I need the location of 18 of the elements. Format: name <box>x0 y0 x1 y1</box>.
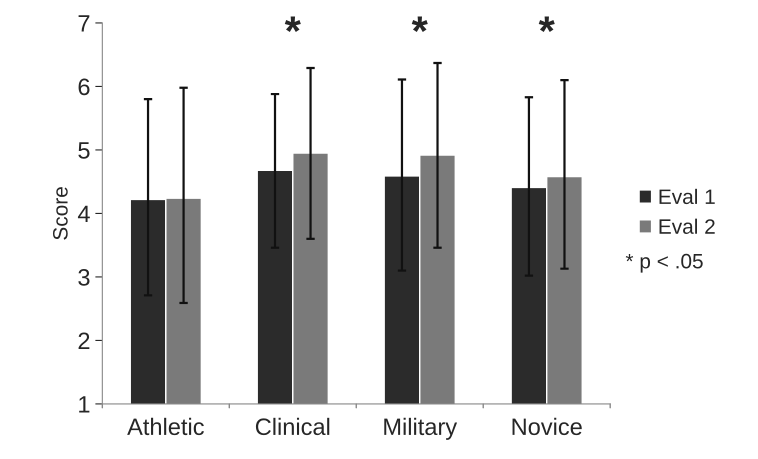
x-tick-label: Clinical <box>256 418 330 436</box>
x-tick-label: Military <box>384 418 458 440</box>
x-tick-label: Athletic <box>127 418 204 436</box>
annotation: * <box>538 16 555 32</box>
legend-label: Eval 1 <box>660 188 715 204</box>
y-tick-label: 7 <box>78 15 90 32</box>
y-tick-label: 5 <box>78 142 90 159</box>
annotation: * <box>284 16 301 32</box>
y-tick-label: 4 <box>78 206 90 222</box>
legend-label: Eval 2 <box>660 218 715 234</box>
annotation: * <box>412 16 428 32</box>
x-tick-label: Novice <box>512 418 582 436</box>
y-tick-label: 1 <box>79 396 90 412</box>
text: * p < .05 <box>626 254 703 273</box>
y-tick-label: 3 <box>78 269 90 286</box>
y-axis-title: Score <box>52 187 68 240</box>
y-tick-label: 2 <box>78 332 90 349</box>
y-tick-label: 6 <box>78 78 90 96</box>
